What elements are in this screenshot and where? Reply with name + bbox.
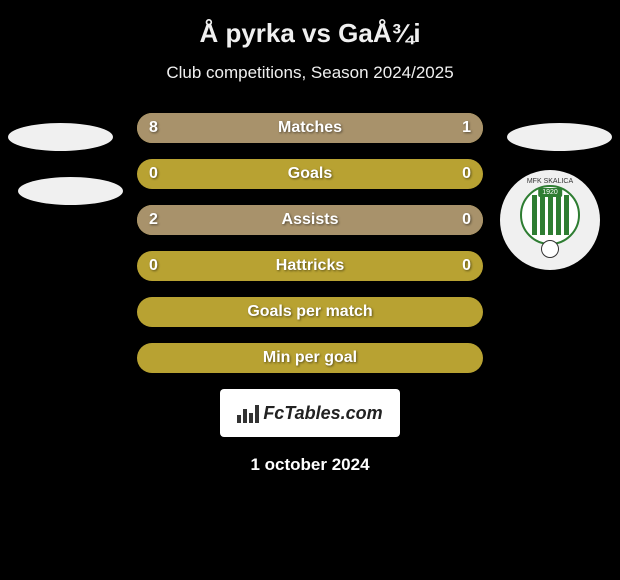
stat-label: Goals [288,165,332,183]
watermark-badge: FcTables.com [220,389,400,437]
logo-stripes [527,195,573,235]
left-player-badge-2 [18,177,123,205]
watermark-text: FcTables.com [263,403,382,424]
stat-label: Hattricks [276,257,344,275]
stat-value-right: 0 [462,165,471,183]
stats-container: 8 Matches 1 0 Goals 0 2 Assists 0 0 Hattricks 0 Goal… [137,113,483,373]
stat-label: Matches [278,119,342,137]
stat-bar: 2 Assists 0 [137,205,483,235]
left-player-badge-1 [8,123,113,151]
stat-value-right: 0 [462,211,471,229]
stat-label: Min per goal [263,349,357,367]
stat-bar: 8 Matches 1 [137,113,483,143]
right-player-badge-1 [507,123,612,151]
comparison-infographic: Å pyrka vs GaÅ¾i Club competitions, Seas… [0,0,620,485]
stat-label: Goals per match [247,303,372,321]
stat-bar: 0 Hattricks 0 [137,251,483,281]
date-label: 1 october 2024 [10,455,610,475]
logo-ball-icon [541,240,559,258]
stat-bar: Min per goal [137,343,483,373]
stat-bar: Goals per match [137,297,483,327]
right-team-logo: MFK SKALICA 1920 [500,170,600,270]
stat-value-right: 0 [462,257,471,275]
logo-team-name: MFK SKALICA [527,178,573,185]
stat-value-right: 1 [462,119,471,137]
stat-value-left: 8 [149,119,158,137]
team-logo-graphic: MFK SKALICA 1920 [515,180,585,260]
page-subtitle: Club competitions, Season 2024/2025 [10,63,610,83]
chart-bars-icon [237,403,259,423]
stat-fill-left [137,113,407,143]
stat-value-left: 0 [149,165,158,183]
stat-value-left: 0 [149,257,158,275]
page-title: Å pyrka vs GaÅ¾i [10,18,610,49]
stat-value-left: 2 [149,211,158,229]
stat-bar: 0 Goals 0 [137,159,483,189]
stat-fill-right [407,113,483,143]
stat-label: Assists [282,211,339,229]
